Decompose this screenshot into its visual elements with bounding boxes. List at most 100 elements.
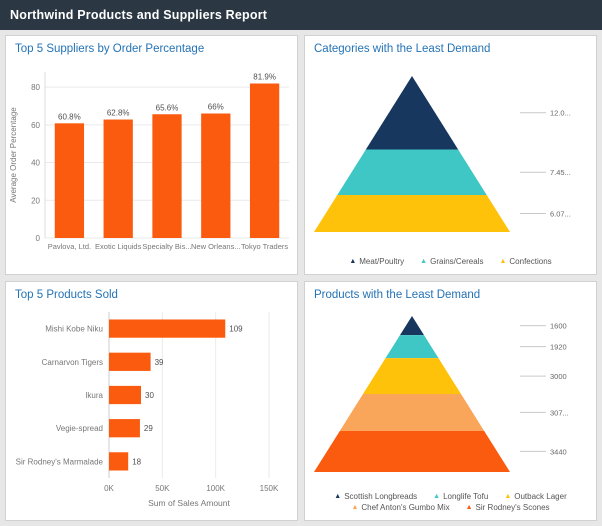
bar[interactable] xyxy=(54,123,84,238)
legend-triangle-icon: ▲ xyxy=(420,258,428,265)
bar[interactable] xyxy=(108,452,128,471)
pyramid-chart-svg: 1600 1920 3000 307... 3440 xyxy=(313,316,569,472)
legend-item[interactable]: ▲ Confections xyxy=(499,257,551,266)
segment-value-label: 6.07... xyxy=(550,209,571,218)
legend-label: Meat/Poultry xyxy=(359,257,405,266)
legend-triangle-icon: ▲ xyxy=(334,493,342,500)
panel-categories-least-demand: Categories with the Least Demand 12.0...… xyxy=(304,35,597,275)
bar[interactable] xyxy=(249,83,279,238)
dashboard-grid: Top 5 Suppliers by Order Percentage 0 20 4… xyxy=(0,30,602,526)
segment-value-label: 3000 xyxy=(550,372,567,381)
legend-label: Longlife Tofu xyxy=(443,492,489,501)
legend-item[interactable]: ▲ Scottish Longbreads xyxy=(334,492,417,501)
legend-triangle-icon: ▲ xyxy=(433,493,441,500)
bar[interactable] xyxy=(103,119,133,238)
segment-value-label: 307... xyxy=(550,408,569,417)
pyramid-segment[interactable] xyxy=(339,394,484,431)
segment-value-label: 7.45... xyxy=(550,168,571,177)
legend-label: Grains/Cereals xyxy=(430,257,484,266)
legend-item[interactable]: ▲ Grains/Cereals xyxy=(420,257,483,266)
products-legend: ▲ Scottish Longbreads ▲ Longlife Tofu ▲ Outba… xyxy=(305,492,596,520)
categories-pyramid-chart: 12.0... 7.45... 6.07... xyxy=(305,56,596,257)
x-category-label: Tokyo Traders xyxy=(241,242,288,251)
products-pyramid-chart: 1600 1920 3000 307... 3440 xyxy=(305,302,596,492)
pyramid-segment[interactable] xyxy=(362,358,461,395)
x-tick-label: 100K xyxy=(206,484,225,493)
x-category-label: Pavlova, Ltd. xyxy=(47,242,90,251)
legend-triangle-icon: ▲ xyxy=(504,493,512,500)
panel-top-products: Top 5 Products Sold 0K 50K 100K 150K Mishi K… xyxy=(5,281,298,521)
y-category-label: Vegie-spread xyxy=(55,424,102,433)
bar[interactable] xyxy=(108,352,151,371)
pyramid-segment[interactable] xyxy=(336,148,487,195)
y-tick-label: 40 xyxy=(31,159,40,168)
x-category-label: New Orleans... xyxy=(190,242,240,251)
legend-triangle-icon: ▲ xyxy=(349,258,357,265)
legend-item[interactable]: ▲ Longlife Tofu xyxy=(433,492,488,501)
panel-title-products-least: Products with the Least Demand xyxy=(314,289,481,301)
y-axis-title: Average Order Percentage xyxy=(9,107,18,203)
segment-value-label: 12.0... xyxy=(550,108,571,117)
pyramid-segment[interactable] xyxy=(313,194,510,232)
segment-value-label: 1920 xyxy=(550,343,567,352)
x-category-label: Specialty Bis... xyxy=(142,242,191,251)
bar-data-label: 65.6% xyxy=(155,103,178,112)
y-tick-label: 20 xyxy=(31,196,40,205)
x-tick-label: 0K xyxy=(104,484,114,493)
bar[interactable] xyxy=(200,113,230,239)
bar-data-label: 60.8% xyxy=(58,112,81,121)
legend-item[interactable]: ▲ Meat/Poultry xyxy=(349,257,404,266)
categories-legend: ▲ Meat/Poultry ▲ Grains/Cereals ▲ Confections xyxy=(305,257,596,274)
legend-triangle-icon: ▲ xyxy=(465,504,473,511)
legend-item[interactable]: ▲ Chef Anton's Gumbo Mix xyxy=(351,503,449,512)
y-category-label: Mishi Kobe Niku xyxy=(45,325,103,334)
bar[interactable] xyxy=(151,114,182,238)
bar-data-label: 81.9% xyxy=(253,73,276,82)
bar[interactable] xyxy=(108,319,225,338)
legend-label: Chef Anton's Gumbo Mix xyxy=(361,503,450,512)
x-tick-label: 50K xyxy=(155,484,170,493)
panel-title-top-products: Top 5 Products Sold xyxy=(15,289,118,301)
legend-label: Scottish Longbreads xyxy=(344,492,418,501)
x-axis-title: Sum of Sales Amount xyxy=(148,498,230,508)
products-hbar-chart: 0K 50K 100K 150K Mishi Kobe Niku 109 Carnarvon… xyxy=(6,302,297,514)
bar[interactable] xyxy=(108,385,141,405)
hbar-chart-svg: 0K 50K 100K 150K Mishi Kobe Niku 109 Carnarvon… xyxy=(15,312,279,508)
y-tick-label: 0 xyxy=(35,234,40,243)
report-header: Northwind Products and Suppliers Report xyxy=(0,0,602,30)
legend-triangle-icon: ▲ xyxy=(351,504,359,511)
y-category-label: Sir Rodney's Marmalade xyxy=(15,457,103,466)
pyramid-segment[interactable] xyxy=(365,75,458,149)
bar-data-label: 18 xyxy=(132,457,141,466)
legend-item[interactable]: ▲ Sir Rodney's Scones xyxy=(466,503,550,512)
y-tick-label: 60 xyxy=(31,121,40,130)
suppliers-bar-chart: 0 20 40 60 80 60.8% Pavlova, Ltd. 62.8% Exotic L… xyxy=(6,56,297,268)
bar-chart-svg: 0 20 40 60 80 60.8% Pavlova, Ltd. 62.8% Exotic L… xyxy=(9,72,289,251)
pyramid-segment[interactable] xyxy=(313,430,510,472)
segment-value-label: 1600 xyxy=(550,322,567,331)
x-tick-label: 150K xyxy=(259,484,278,493)
panel-title-categories: Categories with the Least Demand xyxy=(314,43,491,55)
segment-value-label: 3440 xyxy=(550,447,567,456)
pyramid-segment[interactable] xyxy=(385,335,438,359)
bar[interactable] xyxy=(108,419,140,438)
y-category-label: Carnarvon Tigers xyxy=(41,358,102,367)
legend-label: Outback Lager xyxy=(514,492,567,501)
bar-data-label: 66% xyxy=(207,103,223,112)
pyramid-chart-svg: 12.0... 7.45... 6.07... xyxy=(313,75,571,232)
legend-item[interactable]: ▲ Outback Lager xyxy=(504,492,566,501)
bar-data-label: 39 xyxy=(154,358,163,367)
x-category-label: Exotic Liquids xyxy=(95,242,142,251)
y-tick-label: 80 xyxy=(31,83,40,92)
report-title: Northwind Products and Suppliers Report xyxy=(10,8,268,22)
bar-data-label: 30 xyxy=(145,391,154,400)
pyramid-segment[interactable] xyxy=(399,316,424,336)
bar-data-label: 29 xyxy=(143,424,152,433)
bar-data-label: 62.8% xyxy=(106,109,129,118)
bar-data-label: 109 xyxy=(229,325,243,334)
legend-label: Confections xyxy=(509,257,552,266)
panel-title-top-suppliers: Top 5 Suppliers by Order Percentage xyxy=(15,43,205,55)
legend-triangle-icon: ▲ xyxy=(499,258,507,265)
legend-label: Sir Rodney's Scones xyxy=(475,503,550,512)
